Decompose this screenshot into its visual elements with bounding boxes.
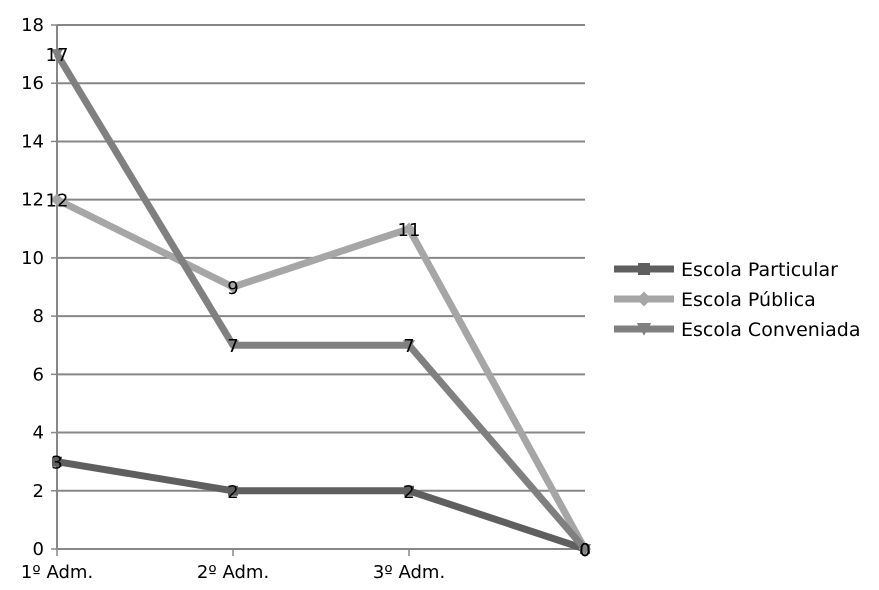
legend-swatch-marker xyxy=(636,323,652,336)
series-line xyxy=(54,52,588,552)
y-tick-label: 6 xyxy=(33,364,44,385)
data-point-marker xyxy=(404,485,414,496)
data-point-marker xyxy=(227,340,239,351)
x-tick-label: 2º Adm. xyxy=(197,562,269,583)
data-point-marker xyxy=(403,340,415,351)
data-label: 7 xyxy=(227,336,238,357)
legend-label: Escola Particular xyxy=(681,259,838,281)
data-point-marker xyxy=(579,544,591,555)
data-label: 9 xyxy=(227,278,238,299)
y-tick-label: 0 xyxy=(33,539,44,560)
x-tick-label: 3º Adm. xyxy=(373,562,445,583)
y-tick-label: 12 xyxy=(21,190,44,211)
data-label: 0 xyxy=(579,540,590,561)
y-tick-label: 14 xyxy=(21,131,44,152)
y-tick-label: 8 xyxy=(33,306,44,327)
y-tick-label: 10 xyxy=(21,248,44,269)
data-label: 11 xyxy=(398,220,421,241)
legend-label: Escola Pública xyxy=(681,289,816,311)
data-label: 0 xyxy=(579,540,590,561)
y-tick-label: 18 xyxy=(21,15,44,36)
data-point-marker xyxy=(52,456,62,467)
y-tick-label: 16 xyxy=(21,73,44,94)
data-point-marker xyxy=(228,485,238,496)
legend-swatch-marker xyxy=(638,263,650,275)
data-label: 2 xyxy=(403,482,414,503)
data-label: 2 xyxy=(227,482,238,503)
series-markers xyxy=(50,49,592,556)
data-label: 3 xyxy=(51,453,62,474)
legend-label: Escola Conveniada xyxy=(681,319,860,341)
series-line xyxy=(55,196,589,551)
y-tick-label: 2 xyxy=(33,481,44,502)
data-label: 7 xyxy=(403,336,414,357)
series-lines xyxy=(54,52,589,553)
legend: Escola Particular Escola Pública Escola Co… xyxy=(614,259,860,341)
x-tick-label: 1º Adm. xyxy=(21,562,93,583)
legend-swatch-marker xyxy=(636,291,652,307)
y-tick-label: 4 xyxy=(33,423,44,444)
tick-labels: 0 2 4 6 8 10 12 14 16 18 1º Adm. 2º Adm. 3º Adm. xyxy=(21,15,445,583)
series-line xyxy=(56,458,587,553)
data-point-marker xyxy=(51,49,63,60)
data-point-marker xyxy=(226,280,240,294)
data-label: 0 xyxy=(579,540,590,561)
data-point-marker xyxy=(50,193,64,206)
data-point-marker xyxy=(402,222,416,236)
data-label: 17 xyxy=(46,45,69,66)
data-label: 12 xyxy=(46,191,69,212)
